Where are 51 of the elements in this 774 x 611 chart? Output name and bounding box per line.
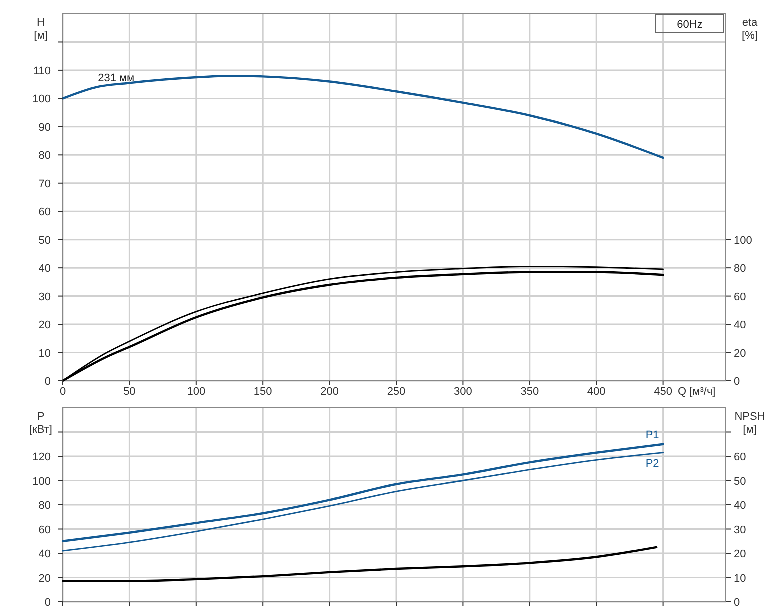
- y-tick-label: 0: [44, 376, 51, 388]
- y2-tick-label: 100: [734, 234, 752, 247]
- series-label: P1: [646, 429, 660, 442]
- x-axis-title: Q [м³/ч]: [678, 386, 716, 398]
- y2-tick-label: 0: [734, 376, 740, 388]
- y2-axis-title: NPSH [м]: [734, 411, 766, 436]
- y-tick-label: 50: [38, 234, 51, 247]
- y2-tick-label: 20: [734, 348, 746, 360]
- x-tick-label: 400: [587, 386, 606, 398]
- y-tick-label: 40: [38, 548, 51, 560]
- y-tick-label: 80: [38, 150, 51, 162]
- x-tick-label: 150: [254, 386, 272, 398]
- y2-tick-label: 40: [734, 500, 746, 512]
- y2-tick-label: 10: [734, 572, 746, 585]
- y-tick-label: 40: [38, 263, 51, 276]
- series-label: P2: [646, 458, 660, 470]
- y-axis-title: H [м]: [34, 17, 48, 42]
- y2-tick-label: 30: [734, 524, 746, 536]
- y-tick-label: 80: [38, 500, 51, 512]
- y2-tick-label: 60: [734, 452, 746, 464]
- y-tick-label: 100: [32, 94, 51, 106]
- x-tick-label: 250: [387, 386, 406, 398]
- y2-tick-label: 60: [734, 291, 746, 304]
- y2-tick-label: 0: [734, 597, 740, 609]
- x-tick-label: 300: [454, 386, 472, 398]
- y-tick-label: 90: [38, 122, 51, 134]
- x-tick-label: 200: [320, 386, 339, 398]
- y-tick-label: 120: [32, 452, 51, 464]
- y2-tick-label: 80: [734, 263, 746, 276]
- y2-tick-label: 40: [734, 320, 746, 332]
- y-tick-label: 20: [38, 572, 51, 585]
- annotation: 60Hz: [677, 19, 703, 31]
- y-tick-label: 100: [32, 476, 51, 488]
- x-tick-label: 100: [187, 386, 206, 398]
- y-tick-label: 70: [38, 178, 51, 190]
- y-tick-label: 0: [44, 597, 51, 609]
- y-tick-label: 10: [38, 348, 51, 360]
- x-tick-label: 350: [520, 386, 540, 398]
- y2-tick-label: 20: [734, 548, 746, 560]
- x-tick-label: 450: [654, 386, 672, 398]
- y-axis-title: P [кВт]: [30, 411, 52, 436]
- x-tick-label: 0: [60, 386, 66, 398]
- y2-axis-title: eta [%]: [742, 17, 759, 42]
- x-tick-label: 50: [124, 386, 136, 398]
- y-tick-label: 110: [33, 65, 51, 78]
- y-tick-label: 20: [38, 320, 51, 332]
- y-tick-label: 60: [38, 206, 51, 219]
- annotation: 231 мм: [98, 72, 135, 85]
- y-tick-label: 60: [38, 524, 51, 536]
- y2-tick-label: 50: [734, 476, 746, 488]
- y-tick-label: 30: [38, 291, 51, 304]
